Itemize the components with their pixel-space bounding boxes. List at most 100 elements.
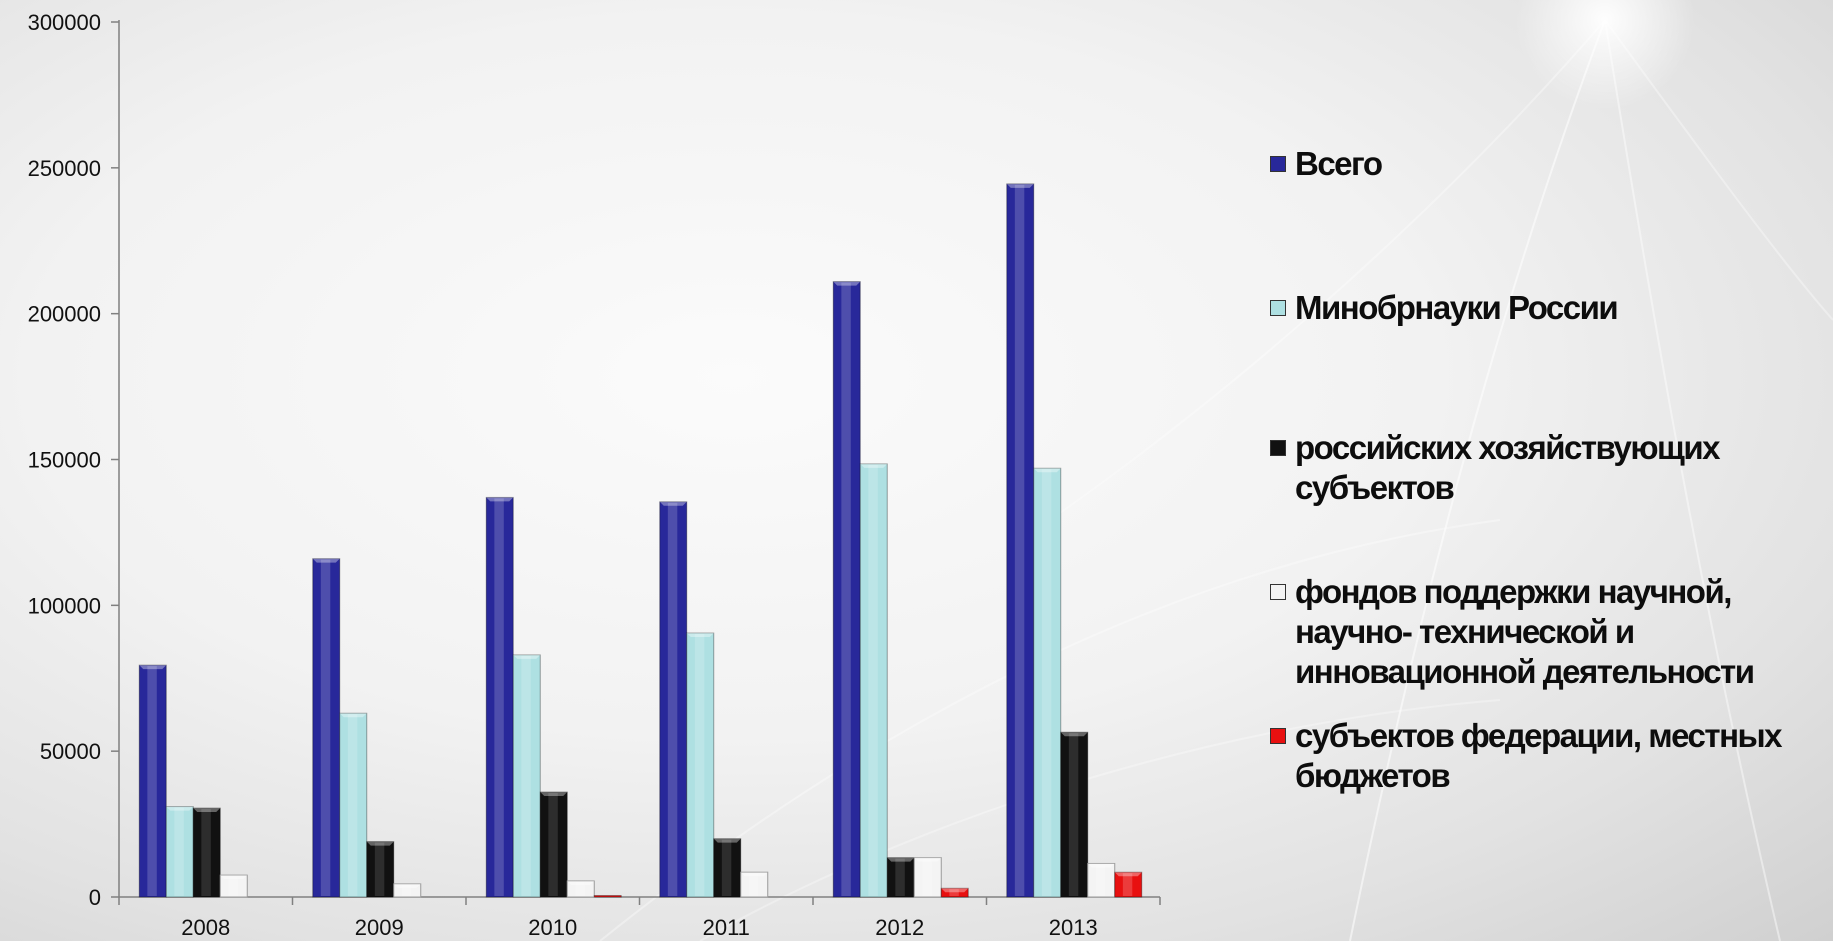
bar-cap <box>659 501 687 506</box>
legend-swatch-minobrnauki <box>1270 300 1286 316</box>
bar-cap <box>1006 183 1034 188</box>
bar-highlight <box>721 839 732 896</box>
bar-highlight <box>694 634 705 896</box>
legend-label: субъектов федерации, местных бюджетов <box>1295 717 1783 794</box>
bar-highlight <box>575 881 585 896</box>
y-tick-label: 300000 <box>28 10 101 35</box>
bar-highlight <box>147 666 157 896</box>
legend-swatch-business <box>1270 440 1286 456</box>
bar-cap <box>486 497 514 502</box>
bar-cap <box>193 808 221 813</box>
bar-cap <box>540 792 568 796</box>
bar-highlight <box>667 502 678 896</box>
bar-highlight <box>922 858 932 896</box>
bar <box>859 463 888 898</box>
bar <box>1006 183 1035 898</box>
x-tick-label: 2009 <box>355 915 404 940</box>
bar-cap <box>312 558 340 563</box>
chart-axes <box>111 20 1161 905</box>
legend-item-vsego: Всего <box>1270 144 1383 184</box>
bar-highlight <box>1068 733 1079 896</box>
bar-cap <box>393 883 421 888</box>
bar <box>192 807 221 898</box>
bar <box>832 281 861 898</box>
chart-bars <box>138 183 1143 898</box>
legend-label: Всего <box>1295 145 1383 182</box>
bar <box>485 496 514 898</box>
bar-highlight <box>228 876 238 896</box>
bar <box>659 501 688 898</box>
bar-cap <box>1087 863 1115 868</box>
bar-highlight <box>174 807 184 896</box>
bar <box>539 791 568 898</box>
bar-highlight <box>1014 184 1025 896</box>
bar <box>393 883 422 898</box>
bar-cap <box>860 463 888 468</box>
bar-cap <box>833 281 861 286</box>
bar <box>366 841 395 898</box>
bar-highlight <box>374 842 385 896</box>
y-tick-label: 0 <box>89 885 101 910</box>
bar <box>1060 731 1089 898</box>
legend-swatch-funds <box>1270 584 1286 600</box>
y-tick-label: 200000 <box>28 302 101 327</box>
bar-highlight <box>548 793 558 896</box>
bar-highlight <box>841 282 851 896</box>
x-tick-label: 2008 <box>181 915 230 940</box>
bar-cap <box>887 857 915 862</box>
legend-item-minobrnauki: Минобрнауки России <box>1270 288 1619 328</box>
legend-item-business: российских хозяйствующих субъектов <box>1270 428 1765 508</box>
bar-highlight <box>347 714 358 896</box>
bar <box>339 712 368 898</box>
legend-label: фондов поддержки научной, научно- технич… <box>1295 573 1755 690</box>
bar-cap <box>220 875 248 880</box>
legend-label: российских хозяйствующих субъектов <box>1295 429 1721 506</box>
bar-cap <box>914 857 942 862</box>
bar <box>566 880 595 898</box>
bar <box>886 857 915 898</box>
bar <box>713 838 742 898</box>
legend-item-funds: фондов поддержки научной, научно- технич… <box>1270 572 1825 692</box>
x-tick-label: 2013 <box>1049 915 1098 940</box>
bar <box>686 632 715 898</box>
bar <box>138 664 167 898</box>
bar-highlight <box>1122 873 1133 896</box>
bar-highlight <box>748 873 759 896</box>
bar-cap <box>339 713 367 718</box>
bar-highlight <box>201 809 211 896</box>
bar <box>312 558 341 898</box>
bar <box>219 874 248 898</box>
bar-highlight <box>494 498 504 896</box>
legend-swatch-regions <box>1270 728 1286 744</box>
bar-highlight <box>320 559 331 896</box>
bar <box>940 887 969 898</box>
x-tick-label: 2010 <box>528 915 577 940</box>
bar-highlight <box>868 464 878 896</box>
bar-highlight <box>401 884 412 896</box>
bar-cap <box>166 806 194 811</box>
bar-cap <box>941 888 969 893</box>
x-tick-label: 2011 <box>703 915 750 940</box>
bar-cap <box>740 872 768 877</box>
chart-tick-labels: 0 50000 100000 150000 200000 250000 300000 2008… <box>28 10 1098 940</box>
bar-cap <box>366 841 394 846</box>
bar-highlight <box>1095 864 1106 896</box>
bar <box>1033 467 1062 898</box>
y-tick-label: 150000 <box>28 448 101 473</box>
legend-item-regions: субъектов федерации, местных бюджетов <box>1270 716 1830 796</box>
x-tick-label: 2012 <box>875 915 924 940</box>
bar-cap <box>513 654 541 659</box>
bar-highlight <box>1041 469 1052 896</box>
bar <box>593 895 622 898</box>
bar-highlight <box>895 858 905 896</box>
y-tick-label: 100000 <box>28 593 101 618</box>
y-tick-label: 50000 <box>40 739 101 764</box>
bar <box>512 654 541 898</box>
bar-highlight <box>949 889 959 896</box>
bar <box>913 857 942 898</box>
bar-cap <box>713 838 741 843</box>
bar-cap <box>1033 468 1061 473</box>
y-tick-label: 250000 <box>28 156 101 181</box>
bar-cap <box>567 880 595 885</box>
